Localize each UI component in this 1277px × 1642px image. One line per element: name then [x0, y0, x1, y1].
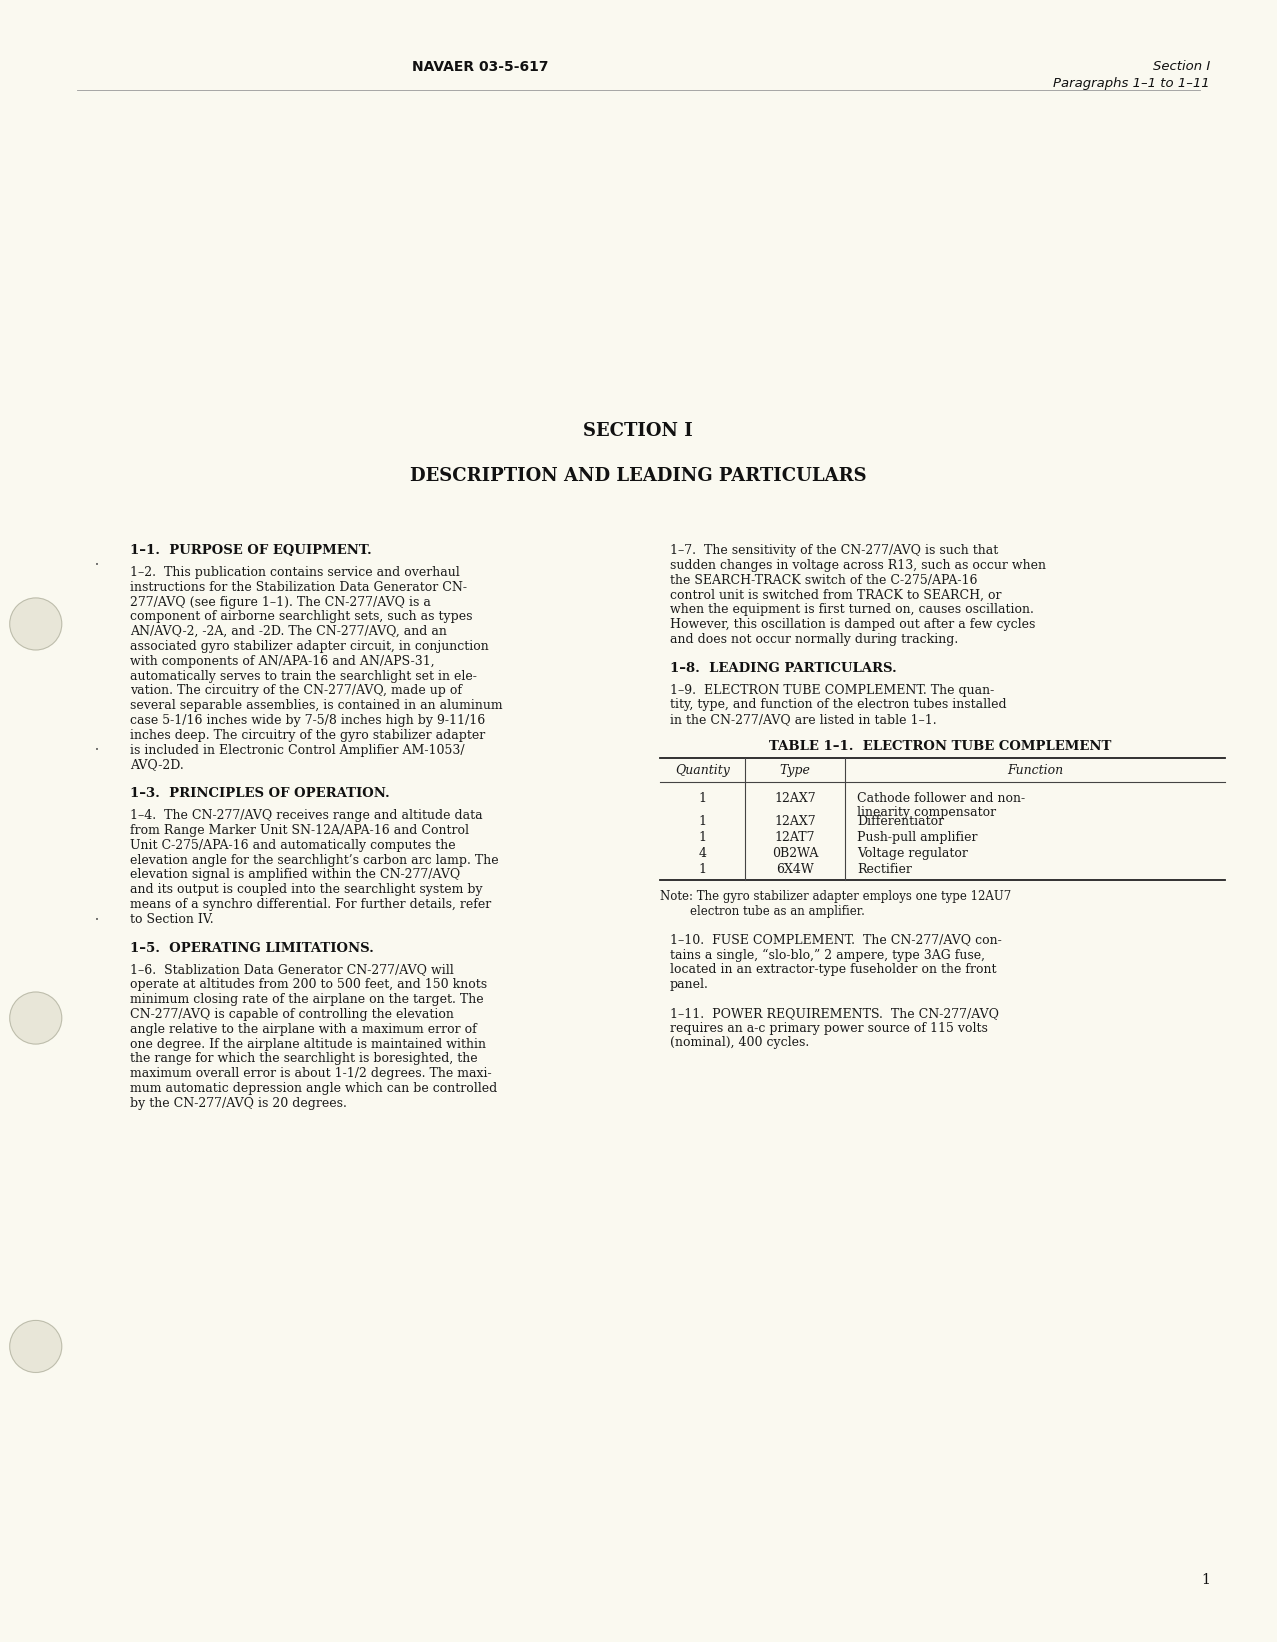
Text: 1–5.  OPERATING LIMITATIONS.: 1–5. OPERATING LIMITATIONS.	[130, 941, 374, 954]
Text: Section I: Section I	[1153, 61, 1211, 72]
Text: SECTION I: SECTION I	[584, 422, 693, 440]
Text: tains a single, “slo-blo,” 2 ampere, type 3AG fuse,: tains a single, “slo-blo,” 2 ampere, typ…	[670, 949, 985, 962]
Text: TABLE 1–1.  ELECTRON TUBE COMPLEMENT: TABLE 1–1. ELECTRON TUBE COMPLEMENT	[769, 741, 1111, 754]
Text: •: •	[94, 562, 100, 568]
Text: Cathode follower and non-: Cathode follower and non-	[857, 791, 1025, 805]
Text: Quantity: Quantity	[676, 764, 730, 777]
Text: Function: Function	[1008, 764, 1062, 777]
Text: 1: 1	[699, 816, 706, 829]
Text: 1–2.  This publication contains service and overhaul: 1–2. This publication contains service a…	[130, 566, 460, 580]
Text: 1–10.  FUSE COMPLEMENT.  The CN-277/AVQ con-: 1–10. FUSE COMPLEMENT. The CN-277/AVQ co…	[670, 934, 1001, 946]
Text: Push-pull amplifier: Push-pull amplifier	[857, 831, 977, 844]
Text: •: •	[94, 747, 100, 754]
Text: Unit C-275/APA-16 and automatically computes the: Unit C-275/APA-16 and automatically comp…	[130, 839, 456, 852]
Text: elevation signal is amplified within the CN-277/AVQ: elevation signal is amplified within the…	[130, 869, 460, 882]
Text: 1: 1	[699, 831, 706, 844]
Text: sudden changes in voltage across R13, such as occur when: sudden changes in voltage across R13, su…	[670, 558, 1046, 571]
Text: mum automatic depression angle which can be controlled: mum automatic depression angle which can…	[130, 1082, 497, 1095]
Text: AN/AVQ-2, -2A, and -2D. The CN-277/AVQ, and an: AN/AVQ-2, -2A, and -2D. The CN-277/AVQ, …	[130, 626, 447, 639]
Text: automatically serves to train the searchlight set in ele-: automatically serves to train the search…	[130, 670, 476, 683]
Text: requires an a-c primary power source of 115 volts: requires an a-c primary power source of …	[670, 1021, 988, 1034]
Text: Rectifier: Rectifier	[857, 864, 912, 877]
Text: AVQ-2D.: AVQ-2D.	[130, 759, 184, 772]
Text: Type: Type	[779, 764, 811, 777]
Text: means of a synchro differential. For further details, refer: means of a synchro differential. For fur…	[130, 898, 492, 911]
Text: maximum overall error is about 1-1/2 degrees. The maxi-: maximum overall error is about 1-1/2 deg…	[130, 1067, 492, 1080]
Text: tity, type, and function of the electron tubes installed: tity, type, and function of the electron…	[670, 698, 1006, 711]
Text: Differentiator: Differentiator	[857, 816, 944, 829]
Text: 4: 4	[699, 847, 706, 860]
Text: in the CN-277/AVQ are listed in table 1–1.: in the CN-277/AVQ are listed in table 1–…	[670, 713, 936, 726]
Text: electron tube as an amplifier.: electron tube as an amplifier.	[660, 905, 865, 918]
Text: 1–6.  Stablization Data Generator CN-277/AVQ will: 1–6. Stablization Data Generator CN-277/…	[130, 964, 453, 977]
Text: 1–9.  ELECTRON TUBE COMPLEMENT. The quan-: 1–9. ELECTRON TUBE COMPLEMENT. The quan-	[670, 683, 995, 696]
Text: and its output is coupled into the searchlight system by: and its output is coupled into the searc…	[130, 883, 483, 897]
Text: •: •	[94, 916, 100, 923]
Text: 1–11.  POWER REQUIREMENTS.  The CN-277/AVQ: 1–11. POWER REQUIREMENTS. The CN-277/AVQ	[670, 1007, 999, 1020]
Text: the SEARCH-TRACK switch of the C-275/APA-16: the SEARCH-TRACK switch of the C-275/APA…	[670, 573, 977, 586]
Text: 1: 1	[699, 793, 706, 806]
Text: Voltage regulator: Voltage regulator	[857, 847, 968, 860]
Text: 0B2WA: 0B2WA	[771, 847, 819, 860]
Text: 277/AVQ (see figure 1–1). The CN-277/AVQ is a: 277/AVQ (see figure 1–1). The CN-277/AVQ…	[130, 596, 430, 609]
Text: 1–1.  PURPOSE OF EQUIPMENT.: 1–1. PURPOSE OF EQUIPMENT.	[130, 544, 372, 557]
Text: However, this oscillation is damped out after a few cycles: However, this oscillation is damped out …	[670, 617, 1036, 631]
Circle shape	[10, 598, 61, 650]
Text: angle relative to the airplane with a maximum error of: angle relative to the airplane with a ma…	[130, 1023, 476, 1036]
Text: inches deep. The circuitry of the gyro stabilizer adapter: inches deep. The circuitry of the gyro s…	[130, 729, 485, 742]
Text: 1–8.  LEADING PARTICULARS.: 1–8. LEADING PARTICULARS.	[670, 662, 896, 675]
Text: is included in Electronic Control Amplifier AM-1053/: is included in Electronic Control Amplif…	[130, 744, 465, 757]
Text: 12AX7: 12AX7	[774, 793, 816, 806]
Text: to Section IV.: to Section IV.	[130, 913, 213, 926]
Text: located in an extractor-type fuseholder on the front: located in an extractor-type fuseholder …	[670, 964, 996, 977]
Text: panel.: panel.	[670, 979, 709, 992]
Text: Note: The gyro stabilizer adapter employs one type 12AU7: Note: The gyro stabilizer adapter employ…	[660, 890, 1011, 903]
Text: operate at altitudes from 200 to 500 feet, and 150 knots: operate at altitudes from 200 to 500 fee…	[130, 979, 487, 992]
Text: by the CN-277/AVQ is 20 degrees.: by the CN-277/AVQ is 20 degrees.	[130, 1097, 347, 1110]
Text: minimum closing rate of the airplane on the target. The: minimum closing rate of the airplane on …	[130, 993, 484, 1007]
Text: several separable assemblies, is contained in an aluminum: several separable assemblies, is contain…	[130, 699, 503, 713]
Text: 1: 1	[1202, 1573, 1211, 1588]
Text: control unit is switched from TRACK to SEARCH, or: control unit is switched from TRACK to S…	[670, 588, 1001, 601]
Text: instructions for the Stabilization Data Generator CN-: instructions for the Stabilization Data …	[130, 581, 467, 594]
Text: 12AX7: 12AX7	[774, 816, 816, 829]
Text: Paragraphs 1–1 to 1–11: Paragraphs 1–1 to 1–11	[1054, 77, 1211, 90]
Text: one degree. If the airplane altitude is maintained within: one degree. If the airplane altitude is …	[130, 1038, 487, 1051]
Text: CN-277/AVQ is capable of controlling the elevation: CN-277/AVQ is capable of controlling the…	[130, 1008, 453, 1021]
Text: 1–7.  The sensitivity of the CN-277/AVQ is such that: 1–7. The sensitivity of the CN-277/AVQ i…	[670, 544, 999, 557]
Circle shape	[10, 992, 61, 1044]
Text: vation. The circuitry of the CN-277/AVQ, made up of: vation. The circuitry of the CN-277/AVQ,…	[130, 685, 462, 698]
Text: the range for which the searchlight is boresighted, the: the range for which the searchlight is b…	[130, 1053, 478, 1066]
Text: 1–3.  PRINCIPLES OF OPERATION.: 1–3. PRINCIPLES OF OPERATION.	[130, 787, 389, 800]
Text: and does not occur normally during tracking.: and does not occur normally during track…	[670, 632, 958, 645]
Text: with components of AN/APA-16 and AN/APS-31,: with components of AN/APA-16 and AN/APS-…	[130, 655, 434, 668]
Text: component of airborne searchlight sets, such as types: component of airborne searchlight sets, …	[130, 611, 472, 624]
Text: case 5-1/16 inches wide by 7-5/8 inches high by 9-11/16: case 5-1/16 inches wide by 7-5/8 inches …	[130, 714, 485, 727]
Text: 12AT7: 12AT7	[775, 831, 815, 844]
Text: NAVAER 03-5-617: NAVAER 03-5-617	[411, 61, 548, 74]
Text: when the equipment is first turned on, causes oscillation.: when the equipment is first turned on, c…	[670, 603, 1034, 616]
Text: 1–4.  The CN-277/AVQ receives range and altitude data: 1–4. The CN-277/AVQ receives range and a…	[130, 810, 483, 823]
Text: linearity compensator: linearity compensator	[857, 806, 996, 819]
Text: from Range Marker Unit SN-12A/APA-16 and Control: from Range Marker Unit SN-12A/APA-16 and…	[130, 824, 469, 837]
Text: associated gyro stabilizer adapter circuit, in conjunction: associated gyro stabilizer adapter circu…	[130, 640, 489, 654]
Text: elevation angle for the searchlight’s carbon arc lamp. The: elevation angle for the searchlight’s ca…	[130, 854, 498, 867]
Text: DESCRIPTION AND LEADING PARTICULARS: DESCRIPTION AND LEADING PARTICULARS	[410, 466, 866, 484]
Text: (nominal), 400 cycles.: (nominal), 400 cycles.	[670, 1036, 810, 1049]
Text: 6X4W: 6X4W	[776, 864, 813, 877]
Circle shape	[10, 1320, 61, 1373]
Text: 1: 1	[699, 864, 706, 877]
